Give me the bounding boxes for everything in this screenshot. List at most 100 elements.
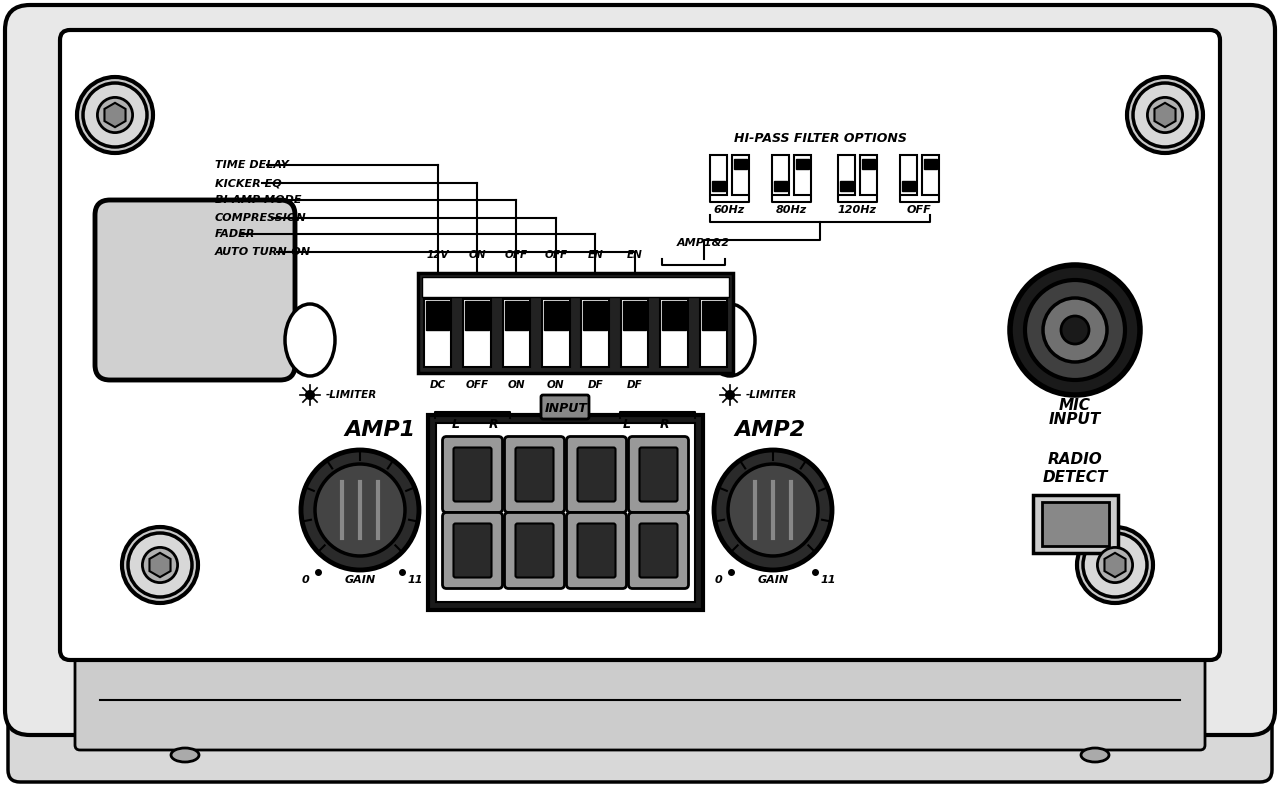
Text: -LIMITER: -LIMITER — [746, 390, 797, 400]
Text: 12V: 12V — [426, 250, 449, 260]
Bar — [700, 299, 726, 367]
Bar — [663, 301, 686, 329]
Bar — [900, 155, 917, 195]
Text: R: R — [489, 419, 499, 431]
Bar — [544, 301, 568, 329]
Ellipse shape — [728, 464, 819, 556]
FancyBboxPatch shape — [60, 30, 1220, 660]
FancyBboxPatch shape — [567, 436, 627, 512]
Circle shape — [726, 391, 734, 399]
Bar — [1033, 495, 1118, 553]
Bar — [838, 155, 854, 195]
FancyBboxPatch shape — [504, 436, 564, 512]
Circle shape — [1147, 97, 1183, 133]
Bar — [463, 299, 491, 367]
Bar — [620, 299, 648, 367]
Ellipse shape — [315, 464, 405, 556]
FancyBboxPatch shape — [578, 447, 615, 502]
FancyBboxPatch shape — [515, 523, 554, 578]
Text: AUTO TURN-ON: AUTO TURN-ON — [215, 247, 311, 257]
FancyBboxPatch shape — [640, 523, 678, 578]
Text: COMPRESSION: COMPRESSION — [215, 213, 307, 223]
Text: OFF: OFF — [907, 205, 931, 215]
Bar — [423, 299, 451, 367]
Bar — [859, 155, 877, 195]
Text: 0: 0 — [714, 575, 721, 585]
FancyBboxPatch shape — [628, 512, 688, 589]
Bar — [422, 277, 729, 297]
Bar — [542, 299, 569, 367]
Bar — [426, 301, 449, 329]
Bar — [505, 301, 528, 329]
Text: 11: 11 — [407, 575, 423, 585]
FancyBboxPatch shape — [567, 512, 627, 589]
Circle shape — [306, 391, 315, 399]
Bar — [582, 299, 609, 367]
Bar — [734, 159, 747, 169]
Bar — [701, 301, 725, 329]
FancyBboxPatch shape — [8, 628, 1273, 782]
Circle shape — [97, 97, 133, 133]
Bar — [902, 181, 914, 191]
Text: TIME DELAY: TIME DELAY — [215, 160, 289, 170]
Text: KICKER EQ: KICKER EQ — [215, 178, 281, 188]
Text: 80Hz: 80Hz — [775, 205, 807, 215]
Bar — [660, 299, 688, 367]
Text: DF: DF — [627, 380, 642, 390]
FancyBboxPatch shape — [443, 512, 503, 589]
Bar — [712, 181, 725, 191]
FancyBboxPatch shape — [541, 395, 590, 419]
Text: FADER: FADER — [215, 229, 256, 239]
Circle shape — [1042, 298, 1108, 362]
Circle shape — [1077, 527, 1152, 603]
FancyBboxPatch shape — [5, 5, 1275, 735]
FancyBboxPatch shape — [628, 436, 688, 512]
Bar — [710, 155, 726, 195]
Text: EN: EN — [587, 250, 604, 260]
Bar — [796, 159, 810, 169]
Text: ON: ON — [547, 380, 564, 390]
Bar — [732, 155, 749, 195]
Bar — [774, 181, 787, 191]
FancyBboxPatch shape — [515, 447, 554, 502]
Ellipse shape — [714, 450, 833, 570]
Text: -LIMITER: -LIMITER — [326, 390, 377, 400]
Text: 11: 11 — [820, 575, 835, 585]
Text: HI-PASS FILTER OPTIONS: HI-PASS FILTER OPTIONS — [734, 132, 907, 145]
Text: MIC: MIC — [1059, 397, 1091, 412]
Text: OFF: OFF — [545, 250, 568, 260]
Circle shape — [1010, 265, 1140, 395]
Text: DC: DC — [430, 380, 446, 390]
Text: INPUT: INPUT — [545, 402, 587, 415]
FancyBboxPatch shape — [578, 523, 615, 578]
Text: AMP2: AMP2 — [734, 420, 806, 440]
Polygon shape — [105, 103, 125, 127]
Bar — [428, 415, 703, 610]
Text: 60Hz: 60Hz — [714, 205, 744, 215]
FancyBboxPatch shape — [640, 447, 678, 502]
Circle shape — [1127, 77, 1204, 153]
Text: OFF: OFF — [466, 380, 489, 390]
Text: RADIO: RADIO — [1048, 452, 1102, 467]
Text: L: L — [623, 419, 631, 431]
Bar — [623, 301, 646, 329]
Text: R: R — [660, 419, 670, 431]
Bar — [922, 155, 939, 195]
Ellipse shape — [705, 304, 755, 376]
Bar — [418, 273, 733, 373]
Bar — [466, 301, 489, 329]
Text: OFF: OFF — [505, 250, 528, 260]
Circle shape — [122, 527, 198, 603]
Bar — [773, 155, 789, 195]
Text: DF: DF — [587, 380, 604, 390]
FancyBboxPatch shape — [454, 447, 491, 502]
Circle shape — [77, 77, 153, 153]
Text: 0: 0 — [301, 575, 308, 585]
FancyBboxPatch shape — [75, 655, 1205, 750]
Bar — [1042, 502, 1109, 546]
Polygon shape — [1155, 103, 1175, 127]
Circle shape — [1097, 547, 1133, 582]
Text: ON: ON — [468, 250, 486, 260]
Text: L: L — [451, 419, 460, 431]
Bar — [840, 181, 853, 191]
